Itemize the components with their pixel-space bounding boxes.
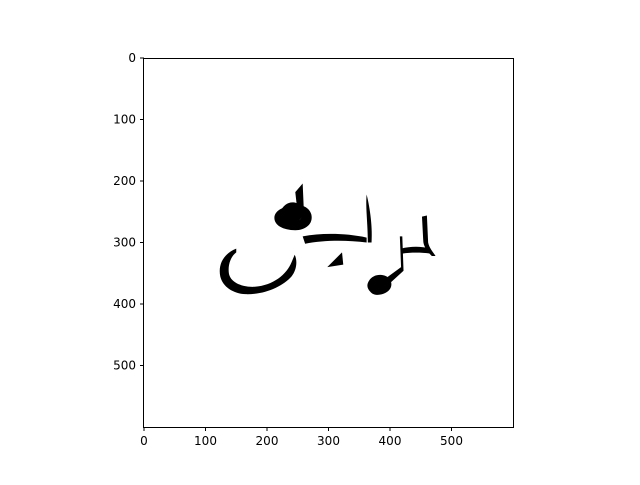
x-tick-label: 500 (440, 434, 463, 448)
axes-background (143, 58, 514, 428)
ink-stroke (367, 274, 392, 295)
ink-stroke (366, 194, 372, 243)
y-tick-label: 500 (113, 359, 136, 373)
calligraphy-image (219, 183, 436, 295)
y-tick-label: 300 (113, 236, 136, 250)
ink-stroke (387, 236, 404, 284)
x-tick-label: 400 (379, 434, 402, 448)
ink-stroke (302, 233, 367, 244)
y-axis: 0 100 200 300 400 500 (113, 51, 144, 373)
y-tick-label: 100 (113, 113, 136, 127)
x-axis: 0 100 200 300 400 500 (140, 427, 463, 448)
y-tick-label: 400 (113, 297, 136, 311)
ink-stroke (219, 248, 297, 295)
ink-stroke (421, 215, 436, 257)
x-tick-label: 200 (256, 434, 279, 448)
ink-stroke (274, 204, 312, 231)
x-tick-label: 300 (317, 434, 340, 448)
x-tick-label: 100 (194, 434, 217, 448)
ink-stroke (401, 246, 431, 254)
x-tick-label: 0 (140, 434, 148, 448)
y-tick-label: 200 (113, 174, 136, 188)
ink-stroke (327, 252, 344, 268)
y-tick-label: 0 (128, 51, 136, 65)
